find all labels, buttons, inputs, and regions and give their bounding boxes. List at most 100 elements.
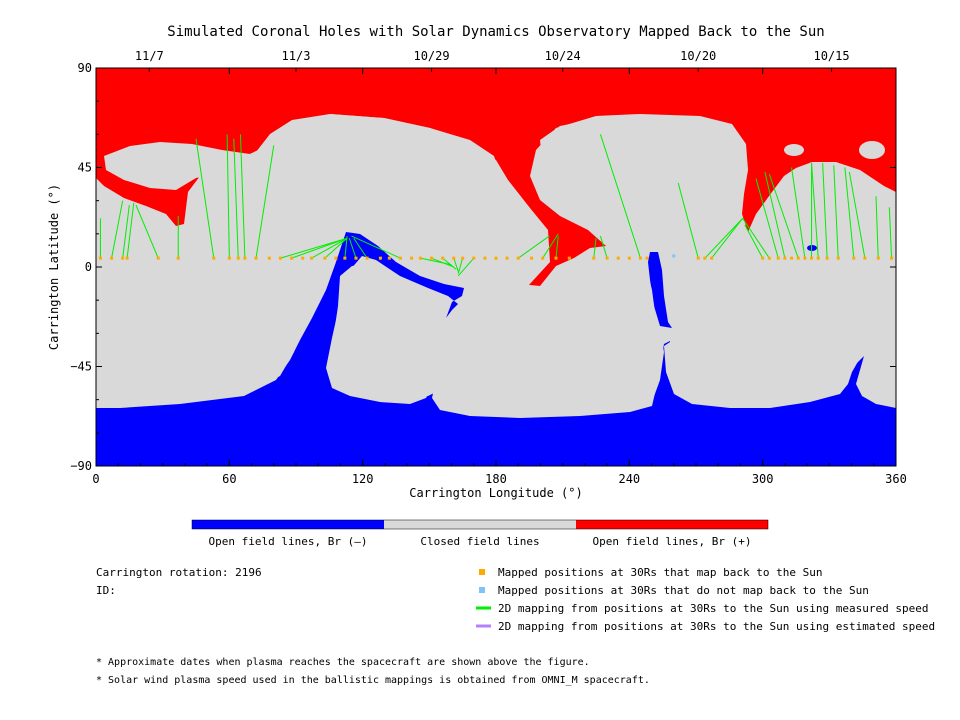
mapping-line [848, 171, 866, 259]
closed-field-inner-regions [96, 264, 896, 416]
closed-region-south-left [96, 264, 324, 406]
closed-spot-b [859, 141, 885, 159]
date-axis: 11/7 11/3 10/29 10/24 10/20 10/15 [135, 49, 850, 72]
y-axis: 90 45 0 −45 −90 [70, 61, 896, 473]
mapped-point [696, 256, 700, 260]
date-tick-label: 10/24 [545, 49, 581, 63]
x-tick-label: 60 [222, 472, 236, 486]
mapping-line [517, 235, 550, 259]
x-tick-label: 120 [352, 472, 374, 486]
legend-estimated-label: 2D mapping from positions at 30Rs to the… [498, 620, 935, 633]
legend-measured-label: 2D mapping from positions at 30Rs to the… [498, 602, 928, 615]
x-tick-label: 180 [485, 472, 507, 486]
mapping-line [768, 173, 799, 259]
mapped-point [796, 256, 800, 260]
mapped-point [567, 256, 571, 260]
closed-island-left [104, 142, 270, 190]
footnote-speed: * Solar wind plasma speed used in the ba… [96, 675, 650, 686]
colorbar-label: Open field lines, Br (–) [209, 535, 368, 548]
mapped-point [227, 256, 231, 260]
mapped-point [803, 256, 807, 260]
mapped-point [387, 256, 391, 260]
mapping-line [755, 178, 779, 259]
mapped-point [461, 256, 465, 260]
date-tick-label: 10/20 [680, 49, 716, 63]
mapped-positions [98, 256, 894, 260]
measured-speed-mapping-lines [99, 134, 893, 277]
mapped-point [98, 256, 102, 260]
legend-unmapped-swatch [479, 587, 485, 593]
mapped-point [121, 256, 125, 260]
y-tick-label: 45 [78, 161, 92, 175]
colorbar-segment [192, 520, 384, 529]
legend-mapped-swatch [479, 569, 485, 575]
mapped-point [783, 256, 787, 260]
mapped-point [452, 256, 456, 260]
mapping-line [255, 145, 275, 259]
mapped-point [176, 256, 180, 260]
closed-island-upper-right [540, 116, 748, 226]
mapped-point [776, 256, 780, 260]
y-tick-label: −45 [70, 360, 92, 374]
mapped-point [156, 256, 160, 260]
mapped-point [410, 256, 414, 260]
mapped-point [627, 256, 631, 260]
mapped-point [605, 256, 609, 260]
mapped-point [703, 256, 707, 260]
mapping-line [111, 200, 124, 259]
mapping-line [875, 196, 879, 259]
positive-open-field-regions [96, 68, 896, 306]
mapped-point [890, 256, 894, 260]
mapping-line [135, 204, 159, 259]
mapped-point [430, 256, 434, 260]
mapping-line [593, 238, 597, 259]
mapped-point [212, 256, 216, 260]
mapped-point [616, 256, 620, 260]
date-tick-label: 11/3 [282, 49, 311, 63]
plot-area [96, 68, 896, 466]
x-tick-label: 360 [885, 472, 907, 486]
mapping-line [791, 167, 806, 259]
legend-mapped-label: Mapped positions at 30Rs that map back t… [498, 566, 823, 579]
mapped-point [638, 256, 642, 260]
mapped-point [354, 256, 358, 260]
mapping-line [442, 257, 457, 270]
y-tick-label: 90 [78, 61, 92, 75]
closed-region-south-right [670, 268, 896, 404]
y-axis-label: Carrington Latitude (°) [47, 184, 61, 350]
mapping-line [677, 182, 699, 259]
mapped-point [852, 256, 856, 260]
mapped-point [267, 256, 271, 260]
mapped-point [418, 256, 422, 260]
x-tick-label: 240 [618, 472, 640, 486]
mapping-line [711, 218, 744, 259]
mapping-line [542, 233, 559, 259]
mapped-point [836, 256, 840, 260]
colorbar-label: Closed field lines [420, 535, 539, 548]
mapping-line [744, 224, 764, 259]
mapping-line [457, 258, 464, 274]
mapping-line [353, 237, 368, 259]
mapped-point [243, 256, 247, 260]
mapped-point [816, 256, 820, 260]
mapped-point [710, 256, 714, 260]
colorbar-segment [384, 520, 576, 529]
chart-title: Simulated Coronal Holes with Solar Dynam… [167, 24, 824, 40]
mapped-point [323, 256, 327, 260]
mapped-point [767, 256, 771, 260]
x-axis: 0 60 120 180 240 300 360 [92, 68, 907, 486]
mapping-line [811, 163, 819, 259]
mapped-point [592, 256, 596, 260]
mapping-line [888, 207, 893, 259]
mapping-line [226, 134, 230, 259]
date-tick-label: 11/7 [135, 49, 164, 63]
mapping-line [844, 167, 855, 259]
mapped-point [810, 256, 814, 260]
closed-spot-a [784, 144, 804, 156]
colorbar-label: Open field lines, Br (+) [593, 535, 752, 548]
mapping-line [351, 235, 401, 259]
mapped-point [494, 256, 498, 260]
mapped-point [343, 256, 347, 260]
mapping-line [280, 237, 348, 259]
